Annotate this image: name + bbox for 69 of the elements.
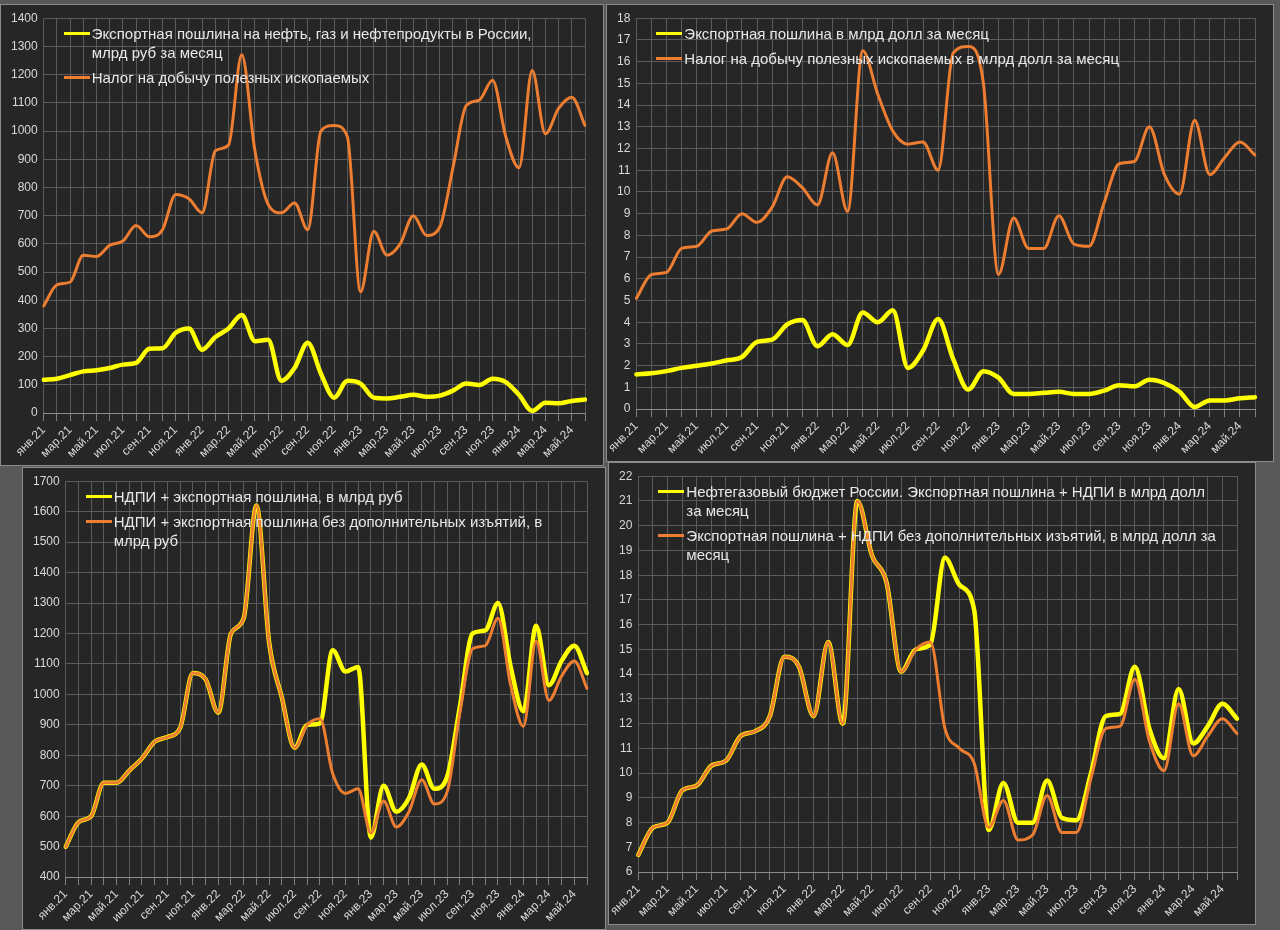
y-tick-label: 19 — [618, 542, 633, 557]
y-tick-label: 1500 — [32, 534, 61, 549]
y-tick-label: 16 — [616, 53, 631, 68]
legend-label: Экспортная пошлина в млрд долл за месяц — [684, 24, 989, 44]
y-tick-label: 400 — [39, 869, 61, 884]
y-tick-label: 1100 — [11, 95, 39, 110]
y-tick-label: 8 — [623, 227, 631, 242]
y-tick-label: 13 — [616, 119, 631, 134]
y-tick-label: 1000 — [32, 686, 61, 701]
y-tick-label: 8 — [625, 814, 633, 829]
y-tick-label: 22 — [618, 468, 633, 483]
y-tick-label: 1600 — [32, 503, 61, 518]
y-tick-label: 1300 — [32, 595, 61, 610]
y-tick-label: 9 — [623, 205, 631, 220]
y-tick-label: 1 — [623, 379, 631, 394]
y-tick-label: 2 — [623, 358, 631, 373]
y-tick-label: 900 — [39, 717, 61, 732]
y-tick-label: 600 — [39, 808, 61, 823]
y-tick-label: 20 — [618, 518, 633, 533]
y-tick-label: 1700 — [32, 473, 61, 488]
y-tick-label: 900 — [17, 151, 39, 166]
y-tick-label: 500 — [39, 839, 61, 854]
y-tick-label: 0 — [31, 405, 39, 420]
y-tick-label: 1200 — [10, 66, 39, 81]
y-tick-label: 13 — [618, 691, 633, 706]
y-tick-label: 10 — [618, 765, 633, 780]
y-tick-label: 6 — [625, 864, 633, 879]
y-tick-label: 200 — [17, 349, 39, 364]
y-tick-label: 11 — [619, 740, 633, 755]
y-tick-label: 3 — [623, 336, 631, 351]
legend-label: Нефтегазовый бюджет России. Экспортная пошлина + НДПИ в млрд долл за месяц — [686, 482, 1206, 521]
y-tick-label: 6 — [623, 271, 631, 286]
y-tick-label: 10 — [616, 184, 631, 199]
y-tick-label: 15 — [618, 641, 633, 656]
y-tick-label: 14 — [618, 666, 633, 681]
y-tick-label: 18 — [616, 10, 631, 25]
y-tick-label: 1400 — [10, 10, 39, 25]
y-tick-label: 12 — [616, 140, 631, 155]
y-tick-label: 700 — [17, 207, 39, 222]
y-tick-label: 21 — [618, 493, 633, 508]
legend-label: Экспортная пошлина на нефть, газ и нефтепродукты в России, млрд руб за месяц — [91, 24, 533, 63]
y-tick-label: 1400 — [32, 564, 61, 579]
y-tick-label: 12 — [618, 715, 633, 730]
y-tick-label: 500 — [17, 264, 39, 279]
y-tick-label: 4 — [623, 314, 631, 329]
y-tick-label: 7 — [625, 839, 633, 854]
y-tick-label: 400 — [17, 292, 39, 307]
y-tick-label: 16 — [618, 617, 633, 631]
y-tick-label: 7 — [623, 249, 631, 264]
y-tick-label: 17 — [618, 592, 633, 607]
y-tick-label: 1300 — [10, 38, 39, 53]
y-tick-label: 700 — [39, 778, 61, 793]
y-tick-label: 800 — [17, 179, 39, 194]
y-tick-label: 1100 — [33, 656, 61, 671]
y-tick-label: 15 — [616, 75, 631, 90]
y-tick-label: 11 — [617, 162, 631, 177]
y-tick-label: 9 — [625, 790, 633, 805]
y-tick-label: 600 — [17, 236, 39, 251]
y-tick-label: 5 — [623, 292, 631, 307]
y-tick-label: 0 — [623, 401, 631, 416]
y-tick-label: 1000 — [10, 123, 39, 138]
y-tick-label: 100 — [17, 377, 39, 392]
y-tick-label: 1200 — [32, 625, 61, 640]
y-tick-label: 800 — [39, 747, 61, 762]
y-tick-label: 14 — [616, 97, 631, 112]
y-tick-label: 17 — [616, 32, 631, 47]
y-tick-label: 18 — [618, 567, 633, 582]
y-tick-label: 300 — [17, 320, 39, 335]
legend-label: НДПИ + экспортная пошлина, в млрд руб — [113, 487, 403, 507]
